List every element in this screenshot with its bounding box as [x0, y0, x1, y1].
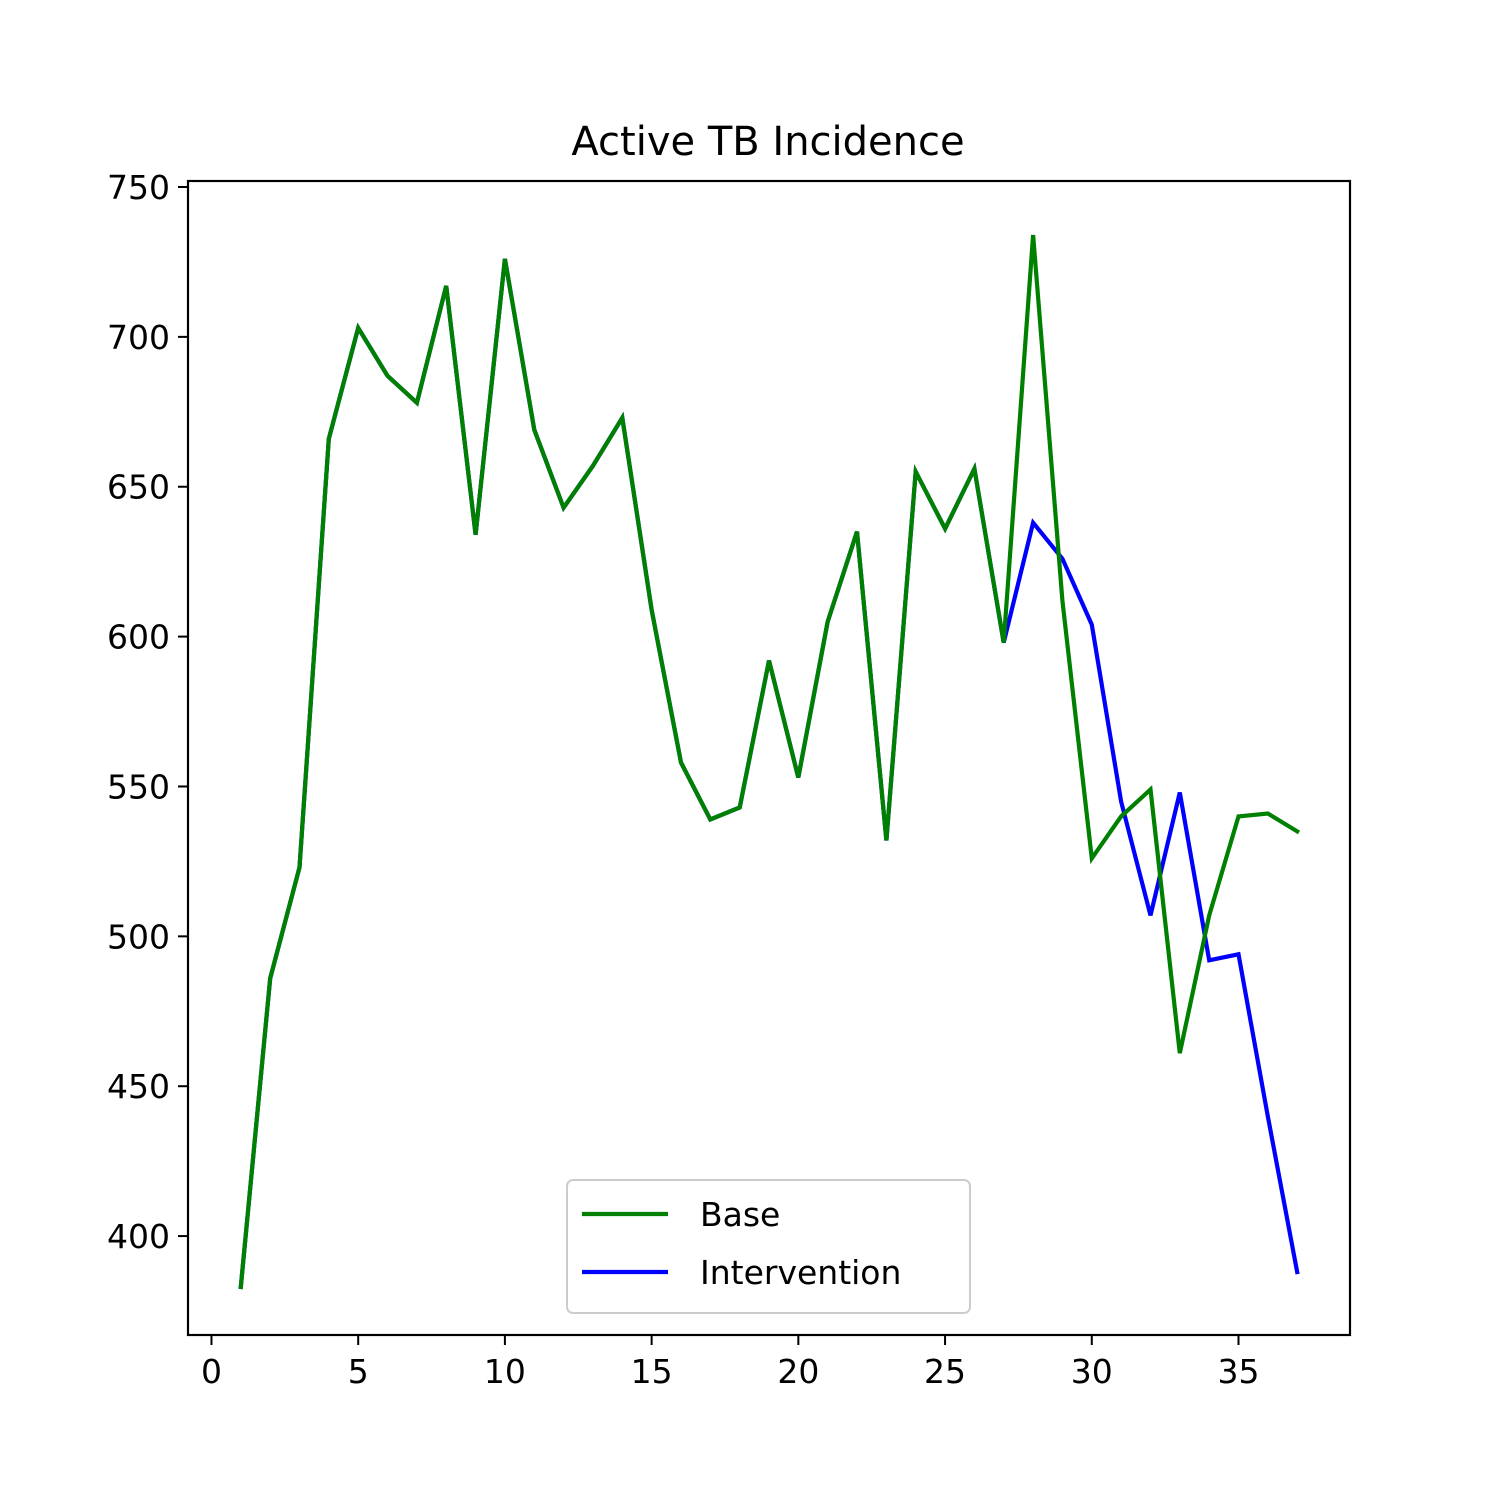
legend-label-base: Base	[700, 1195, 780, 1234]
x-tick-label: 20	[777, 1352, 819, 1391]
y-tick-label: 450	[107, 1067, 170, 1106]
x-tick-label: 15	[631, 1352, 673, 1391]
x-tick-label: 0	[201, 1352, 222, 1391]
legend-label-intervention: Intervention	[700, 1253, 901, 1292]
legend: Base Intervention	[566, 1179, 971, 1314]
y-tick-label: 650	[107, 468, 170, 507]
series-line-base	[238, 234, 1301, 1290]
x-tick-label: 25	[924, 1352, 966, 1391]
x-tick-label: 5	[348, 1352, 369, 1391]
x-tick-label: 35	[1217, 1352, 1259, 1391]
axes-layer: 0 5 10 15 20 25 30 35 400 450 500 550 600 650 700 750	[107, 168, 1352, 1391]
chart-title: Active TB Incidence	[571, 119, 964, 165]
y-tick-label: 550	[107, 767, 170, 806]
y-tick-label: 700	[107, 318, 170, 357]
x-tick-label: 10	[484, 1352, 526, 1391]
x-tick-label: 30	[1071, 1352, 1113, 1391]
y-tick-label: 600	[107, 618, 170, 657]
y-tick-label: 500	[107, 917, 170, 956]
series-layer	[238, 234, 1301, 1290]
plot-frame	[186, 179, 1352, 1337]
y-tick-label: 750	[107, 168, 170, 207]
y-tick-label: 400	[107, 1217, 170, 1256]
